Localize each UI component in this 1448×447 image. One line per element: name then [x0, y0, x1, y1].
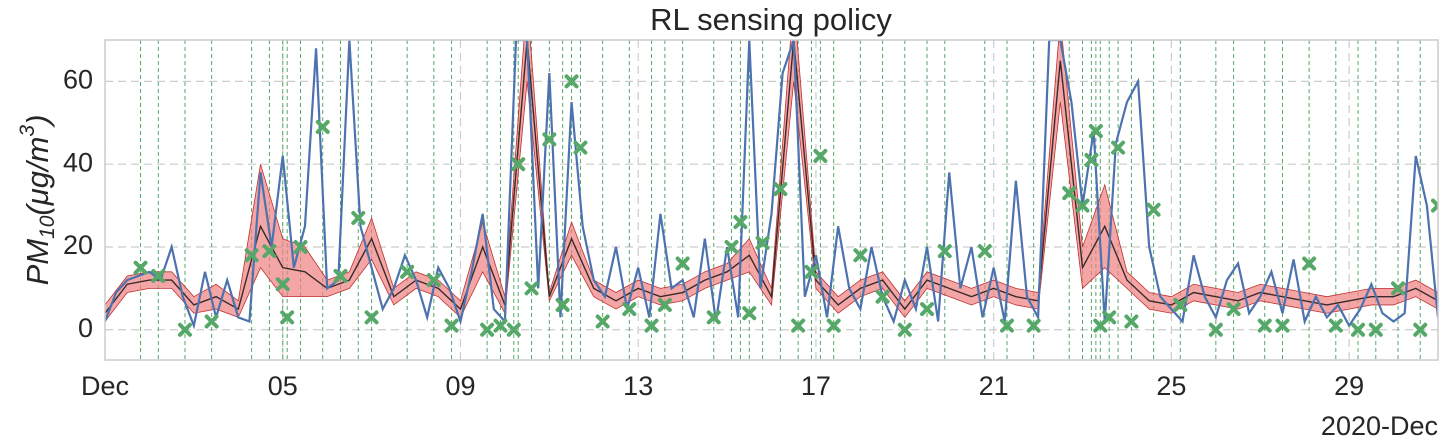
- x-tick-label: 13: [623, 371, 653, 401]
- sample-marker: [1302, 256, 1317, 271]
- sample-marker: [1328, 318, 1343, 333]
- sample-marker: [400, 264, 415, 279]
- y-label-end: ): [20, 115, 55, 129]
- sample-marker: [1102, 310, 1117, 325]
- sample-marker: [1413, 322, 1428, 337]
- sample-marker: [937, 244, 952, 259]
- sample-marker: [573, 140, 588, 155]
- sample-marker: [426, 273, 441, 288]
- sample-marker: [1275, 318, 1290, 333]
- sample-marker: [813, 148, 828, 163]
- y-axis-label: PM10(μg/m3): [16, 115, 59, 286]
- plot-area: [105, 40, 1438, 360]
- sample-marker: [262, 244, 277, 259]
- sample-marker: [1173, 297, 1188, 312]
- y-tick-label: 0: [78, 313, 93, 343]
- sample-marker: [333, 268, 348, 283]
- sample-marker: [875, 289, 890, 304]
- sample-marker: [897, 322, 912, 337]
- sample-marker: [675, 256, 690, 271]
- sample-marker: [1000, 318, 1014, 333]
- sample-marker: [244, 248, 259, 263]
- sample-marker: [480, 322, 495, 337]
- x-offset-label: 2020-Dec: [1321, 411, 1438, 441]
- y-label-mid: (μg/m: [20, 137, 55, 216]
- y-tick-label: 40: [63, 147, 93, 177]
- sample-marker: [1351, 322, 1366, 337]
- sample-marker: [791, 318, 806, 333]
- sample-marker: [506, 322, 521, 337]
- sample-marker: [204, 314, 219, 329]
- sample-marker: [177, 322, 192, 337]
- sample-marker: [1124, 314, 1139, 329]
- chart-title: RL sensing policy: [650, 2, 892, 37]
- sample-marker: [1062, 186, 1077, 201]
- series-line: [105, 40, 1438, 330]
- sample-marker: [275, 277, 290, 292]
- band-area: [105, 40, 1438, 323]
- sample-marker: [364, 310, 379, 325]
- sample-marker: [706, 310, 721, 325]
- x-tick-label: 09: [445, 371, 475, 401]
- sample-marker: [977, 244, 992, 259]
- sample-marker: [151, 268, 166, 283]
- sample-marker: [555, 297, 570, 312]
- sample-marker: [351, 211, 366, 226]
- sample-marker: [804, 264, 819, 279]
- sample-marker: [773, 182, 788, 197]
- x-tick-label: 29: [1334, 371, 1364, 401]
- sample-marker: [1226, 302, 1241, 317]
- sample-marker: [1391, 281, 1406, 296]
- x-tick-label: Dec: [81, 371, 129, 401]
- sample-marker: [1084, 153, 1099, 168]
- plot-frame: [104, 39, 1439, 361]
- sample-marker: [724, 239, 739, 254]
- x-tick-label: 25: [1156, 371, 1186, 401]
- sample-marker: [1111, 140, 1126, 155]
- sample-marker: [564, 74, 579, 89]
- sample-marker: [1208, 322, 1223, 337]
- sample-marker: [920, 302, 935, 317]
- y-label-sub: 10: [36, 215, 59, 239]
- sample-marker: [742, 306, 757, 321]
- sample-marker: [657, 297, 672, 312]
- sample-marker: [280, 310, 295, 325]
- sample-marker: [1431, 198, 1438, 213]
- sample-marker: [595, 314, 610, 329]
- y-label-sup: 3: [16, 125, 39, 137]
- sample-marker: [622, 302, 637, 317]
- sample-marker: [1146, 202, 1161, 217]
- sample-marker: [293, 239, 308, 254]
- sample-marker: [755, 235, 770, 250]
- sample-marker: [1257, 318, 1272, 333]
- sample-marker: [444, 318, 459, 333]
- sample-marker: [853, 248, 868, 263]
- x-tick-label: 17: [801, 371, 831, 401]
- x-tick-label: 05: [268, 371, 298, 401]
- sample-marker: [1368, 322, 1383, 337]
- sample-marker: [733, 215, 748, 230]
- sample-marker: [542, 132, 557, 147]
- sample-marker: [524, 281, 539, 296]
- x-tick-label: 21: [979, 371, 1009, 401]
- sample-marker: [1088, 124, 1103, 139]
- sample-marker: [826, 318, 841, 333]
- sample-marker: [1075, 198, 1090, 213]
- sample-marker: [133, 260, 148, 275]
- y-tick-label: 60: [63, 65, 93, 95]
- sample-marker: [493, 318, 508, 333]
- sample-marker: [1026, 318, 1041, 333]
- y-label-base: PM: [20, 239, 55, 286]
- sample-marker: [315, 119, 330, 134]
- sample-marker: [644, 318, 659, 333]
- y-tick-label: 20: [63, 230, 93, 260]
- sample-marker: [511, 157, 526, 172]
